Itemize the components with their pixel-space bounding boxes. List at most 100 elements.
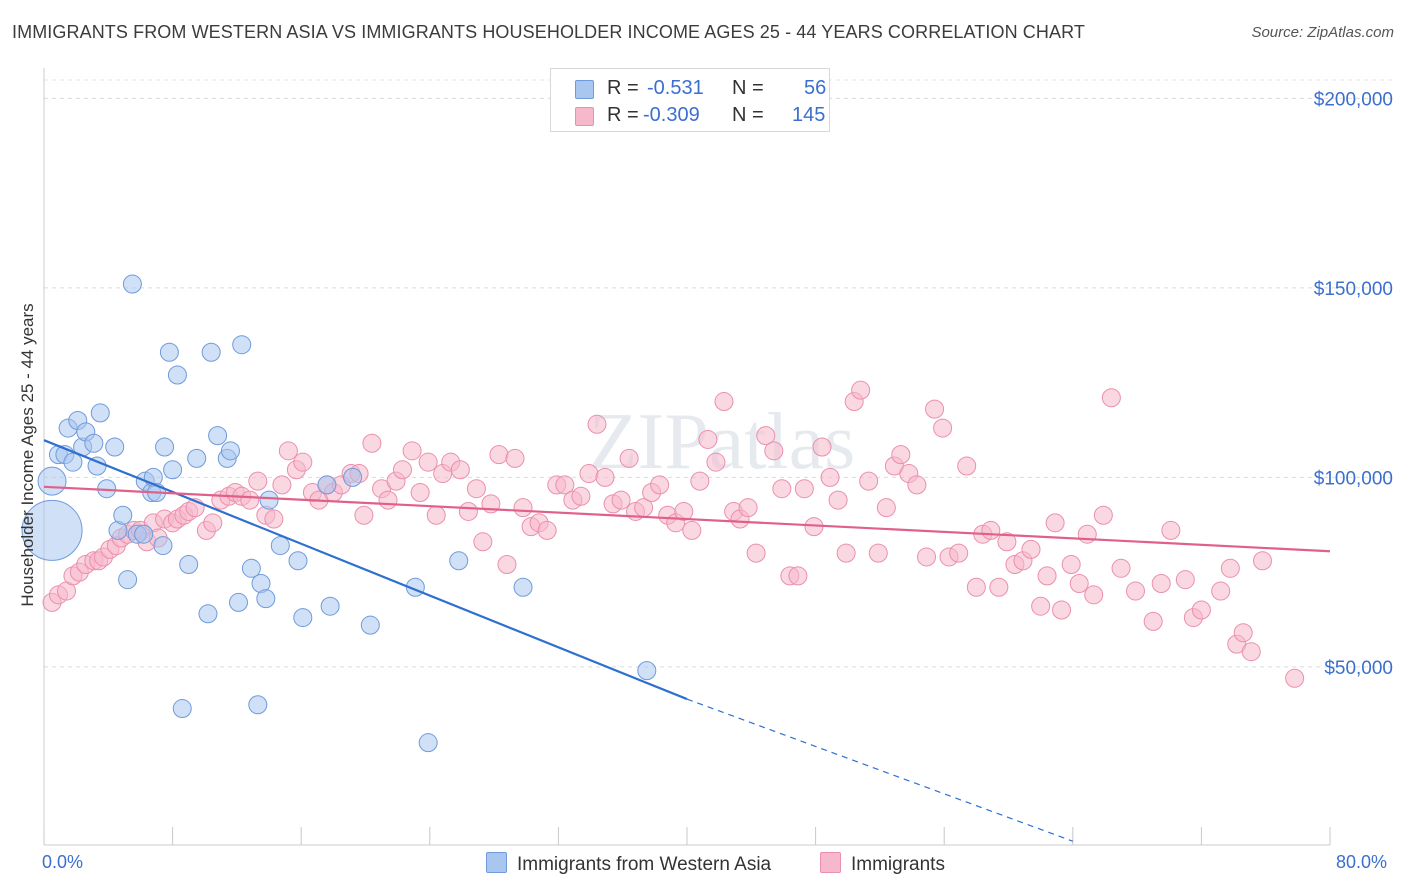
legend-r-label: R =	[607, 77, 639, 99]
immigrants-point	[756, 426, 776, 446]
immigrants-point	[682, 520, 702, 540]
watermark: ZIPatlas	[589, 398, 856, 486]
western-asia-point	[153, 536, 173, 556]
western-asia-point	[320, 596, 340, 616]
x-tick-min: 0.0%	[42, 852, 84, 872]
immigrants-point	[794, 479, 814, 499]
immigrants-point	[489, 445, 509, 465]
legend-n-label: N =	[732, 104, 764, 126]
immigrants-point	[981, 520, 1001, 540]
immigrants-point	[1191, 600, 1211, 620]
immigrants-point	[933, 418, 953, 438]
immigrants-point	[1111, 558, 1131, 578]
western-asia-point	[208, 426, 228, 446]
chart-title: IMMIGRANTS FROM WESTERN ASIA VS IMMIGRAN…	[12, 22, 1085, 42]
western-asia-point	[248, 695, 268, 715]
immigrants-point	[1052, 600, 1072, 620]
trend-lines	[43, 439, 1331, 842]
immigrants-point	[1211, 581, 1231, 601]
western-asia-point	[187, 448, 207, 468]
immigrants-point	[378, 490, 398, 510]
immigrants-point	[1093, 505, 1113, 525]
immigrants-point	[426, 505, 446, 525]
western-asia-point	[256, 589, 276, 609]
immigrants-trend-line	[43, 485, 1331, 553]
axes	[43, 68, 1331, 846]
x-tick-max: 80.0%	[1336, 852, 1388, 872]
immigrants-point	[555, 475, 575, 495]
immigrants-point	[278, 441, 298, 461]
immigrants-point	[392, 460, 412, 480]
western-asia-point	[21, 499, 83, 561]
source-label: Source: ZipAtlas.com	[1251, 24, 1394, 41]
immigrants-point	[1061, 555, 1081, 575]
immigrants-point	[1151, 573, 1171, 593]
immigrants-point	[698, 429, 718, 449]
immigrants-point	[272, 475, 292, 495]
western-asia-point	[259, 490, 279, 510]
western-asia-point	[343, 467, 363, 487]
legend-r-value: -0.309	[643, 104, 700, 126]
immigrants-point	[1125, 581, 1145, 601]
bottom-legend-swatch-blue	[486, 852, 507, 873]
immigrants-point	[362, 433, 382, 453]
immigrants-point	[473, 532, 493, 552]
western-asia-point	[360, 615, 380, 635]
immigrants-point	[1084, 585, 1104, 605]
western-asia-point	[122, 274, 142, 294]
western-asia-point	[84, 433, 104, 453]
immigrants-point	[579, 464, 599, 484]
bottom-legend-label: Immigrants	[851, 854, 945, 875]
immigrants-point	[537, 520, 557, 540]
immigrants-point	[957, 456, 977, 476]
legend-swatch-blue	[575, 80, 594, 99]
immigrants-point	[458, 501, 478, 521]
immigrants-point	[989, 577, 1009, 597]
western-asia-point	[418, 733, 438, 753]
western-asia-point	[220, 441, 240, 461]
immigrants-point	[450, 460, 470, 480]
western-asia-point	[241, 558, 261, 578]
immigrants-point	[1175, 570, 1195, 590]
western-asia-point	[293, 608, 313, 628]
western-asia-point	[105, 437, 125, 457]
immigrants-point	[264, 509, 284, 529]
immigrants-point	[876, 498, 896, 518]
immigrants-point	[1233, 623, 1253, 643]
immigrants-point	[1037, 566, 1057, 586]
immigrants-point	[764, 441, 784, 461]
immigrants-point	[497, 555, 517, 575]
western-asia-point	[179, 555, 199, 575]
y-tick-label: $50,000	[1324, 658, 1393, 679]
immigrants-point	[674, 501, 694, 521]
immigrants-point	[851, 380, 871, 400]
western-asia-point	[317, 475, 337, 495]
western-asia-point	[513, 577, 533, 597]
correlation-legend: R = -0.531 N = 56 R = -0.309 N = 145	[550, 68, 830, 132]
bottom-legend-label: Immigrants from Western Asia	[517, 854, 772, 875]
y-tick-labels: $50,000 $100,000 $150,000 $200,000	[1314, 89, 1393, 679]
immigrants-point	[1021, 539, 1041, 559]
western-asia-point	[270, 536, 290, 556]
immigrants-point	[706, 452, 726, 472]
immigrants-point	[1101, 388, 1121, 408]
immigrants-point	[1069, 573, 1089, 593]
western-asia-point	[229, 592, 249, 612]
immigrants-point	[402, 441, 422, 461]
immigrants-point	[690, 471, 710, 491]
western-asia-point	[288, 551, 308, 571]
western-asia-trend-line	[43, 439, 688, 701]
immigrants-point	[595, 467, 615, 487]
bottom-legend-swatch-pink	[820, 852, 841, 873]
western-asia-point	[159, 342, 179, 362]
immigrants-point	[772, 479, 792, 499]
western-asia-point	[37, 466, 67, 496]
immigrants-point	[354, 505, 374, 525]
legend-r-value: -0.531	[647, 77, 704, 99]
y-tick-label: $150,000	[1314, 279, 1393, 300]
immigrants-point	[836, 543, 856, 563]
immigrants-point	[788, 566, 808, 586]
legend-r-label: R =	[607, 104, 639, 126]
immigrants-point	[505, 448, 525, 468]
immigrants-point	[650, 475, 670, 495]
